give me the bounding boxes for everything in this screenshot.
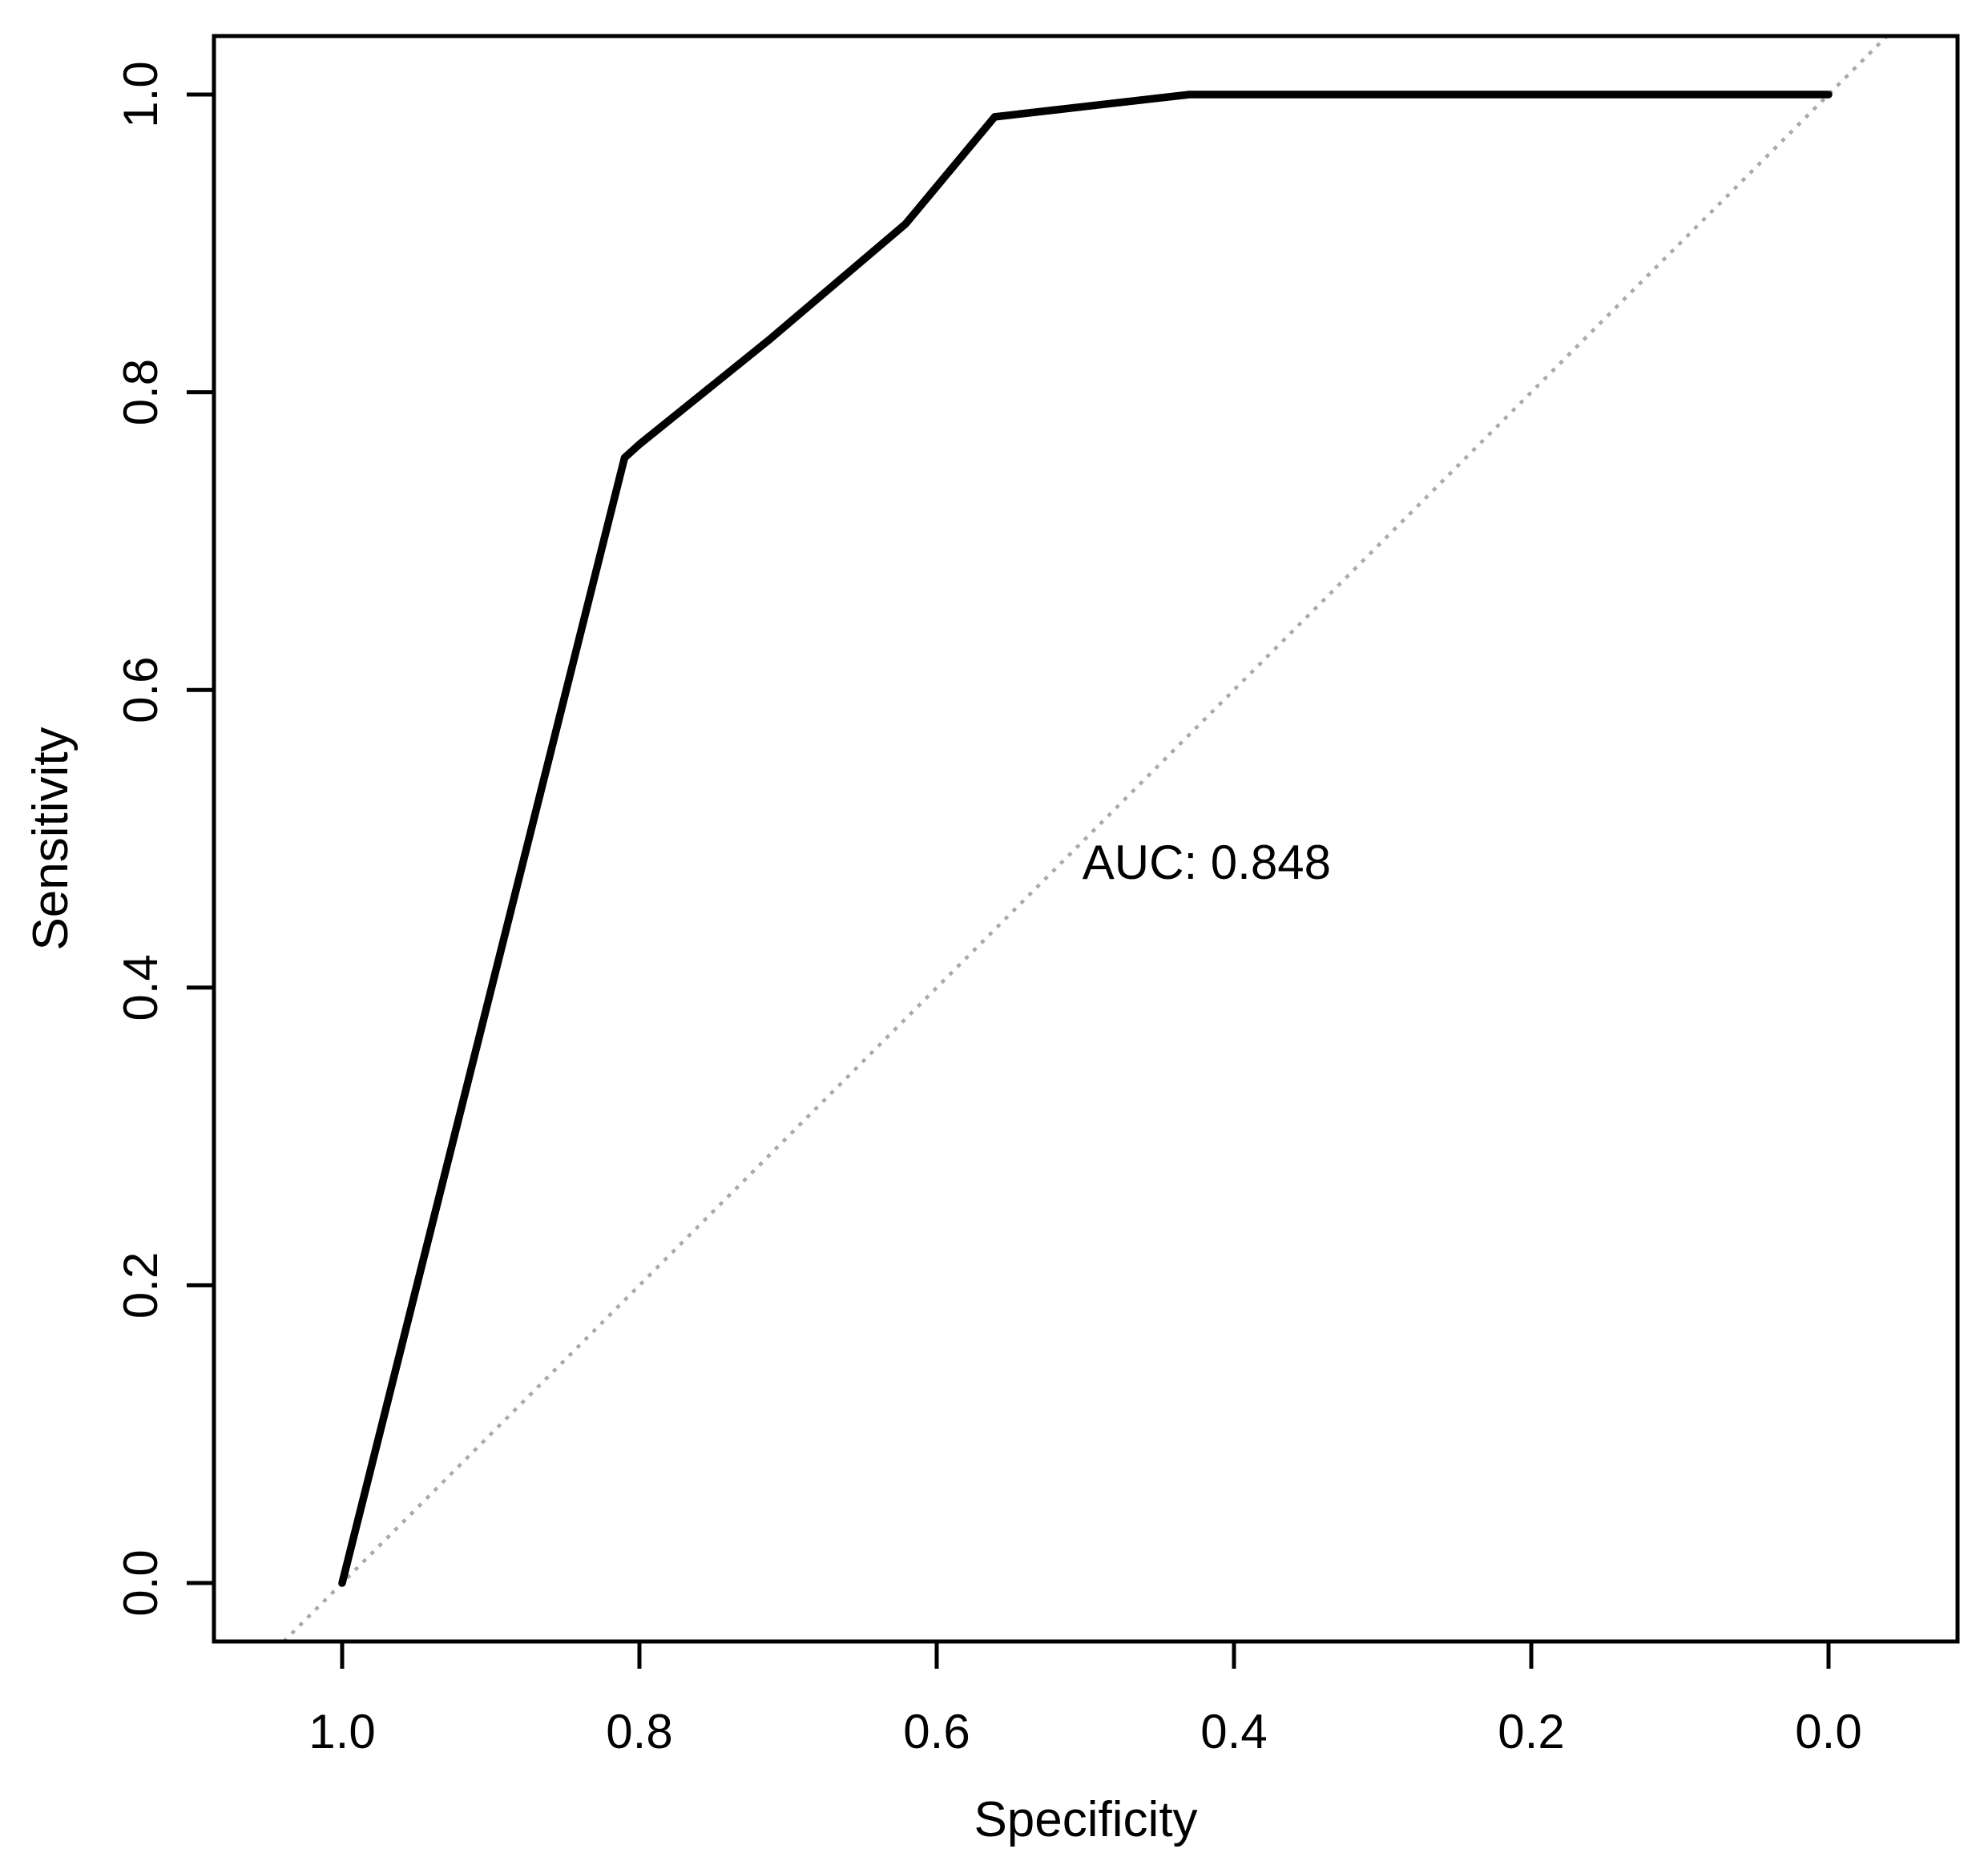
x-axis-title: Specificity	[974, 1792, 1197, 1847]
y-axis-tick-label: 0.8	[114, 359, 167, 425]
y-axis-title: Sensitivity	[23, 727, 79, 950]
x-axis-tick-label: 0.6	[903, 1705, 970, 1758]
y-axis-tick-label: 0.4	[114, 954, 167, 1021]
y-axis-tick-label: 0.6	[114, 656, 167, 723]
x-axis-tick-label: 0.4	[1200, 1705, 1267, 1758]
x-axis-tick-label: 0.8	[606, 1705, 672, 1758]
x-axis-tick-label: 1.0	[308, 1705, 375, 1758]
y-axis-tick-label: 1.0	[114, 61, 167, 127]
x-axis-tick-label: 0.0	[1795, 1705, 1861, 1758]
x-axis-tick-label: 0.2	[1498, 1705, 1564, 1758]
auc-annotation: AUC: 0.848	[1083, 836, 1331, 889]
y-axis-tick-label: 0.0	[114, 1549, 167, 1616]
plot-box	[212, 34, 1960, 1644]
reference-diagonal-line	[282, 34, 1889, 1643]
y-axis-tick-label: 0.2	[114, 1252, 167, 1319]
roc-curve	[338, 91, 1833, 1587]
